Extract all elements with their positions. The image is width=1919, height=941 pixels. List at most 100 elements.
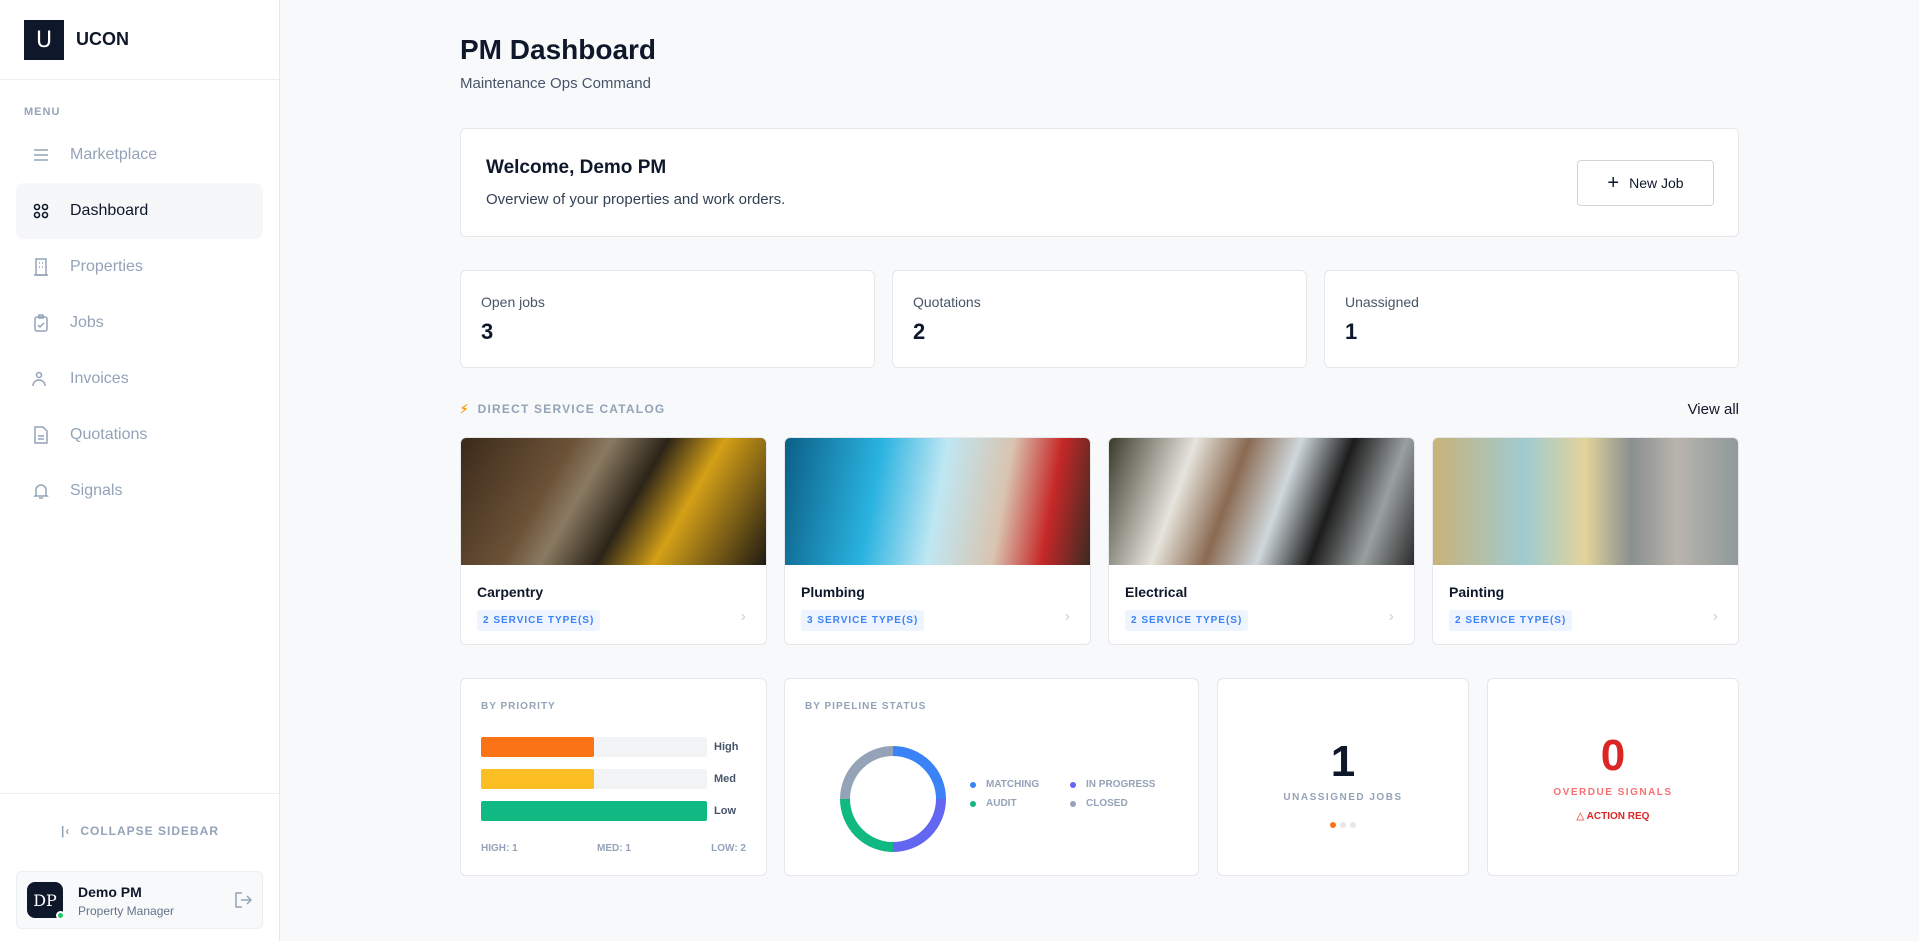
service-type-badge: 2 SERVICE TYPE(S) — [1125, 610, 1249, 631]
logout-icon[interactable] — [234, 891, 253, 914]
unassigned-label: UNASSIGNED JOBS — [1283, 792, 1403, 803]
legend-in-progress: IN PROGRESS — [1070, 779, 1155, 790]
pagination-dots — [1218, 815, 1468, 833]
stat-open-jobs: Open jobs 3 — [460, 270, 875, 368]
priority-bar-label: Low — [714, 805, 736, 817]
file-icon — [32, 426, 50, 444]
sidebar-item-label: Signals — [70, 482, 123, 499]
sidebar-item-jobs[interactable]: Jobs — [16, 295, 263, 351]
sidebar-item-label: Properties — [70, 258, 143, 275]
priority-panel: BY PRIORITY High Med Low HIGH: 1 MED: 1 LO… — [460, 678, 767, 876]
priority-bar-fill — [481, 769, 594, 789]
plus-icon: + — [1607, 171, 1620, 194]
overdue-label: OVERDUE SIGNALS — [1553, 787, 1673, 798]
action-required: △ ACTION REQ — [1488, 811, 1738, 822]
sidebar-item-properties[interactable]: Properties — [16, 239, 263, 295]
donut-segment-in-progress — [892, 798, 946, 852]
legend-closed: CLOSED — [1070, 798, 1128, 809]
priority-bar-low — [481, 801, 707, 821]
collapse-label: COLLAPSE SIDEBAR — [80, 824, 220, 838]
donut-segment-audit — [840, 798, 894, 852]
legend-dot — [1070, 781, 1076, 788]
stat-label: Quotations — [913, 294, 981, 310]
service-type-badge: 3 SERVICE TYPE(S) — [801, 610, 925, 631]
welcome-text: Overview of your properties and work ord… — [486, 191, 786, 208]
priority-bar-med — [481, 769, 707, 789]
user-icon — [32, 370, 50, 388]
legend-label: MATCHING — [986, 779, 1040, 790]
service-card-electrical[interactable]: Electrical 2 SERVICE TYPE(S) › — [1108, 437, 1415, 645]
legend-dot — [970, 800, 976, 807]
lightning-icon: ⚡︎ — [460, 402, 470, 416]
brand-name: UCON — [76, 29, 129, 49]
donut-segment-matching — [892, 746, 946, 800]
user-name: Demo PM — [78, 884, 142, 900]
view-all-link[interactable]: View all — [1687, 401, 1739, 418]
legend-label: CLOSED — [1086, 798, 1128, 809]
bell-icon — [32, 482, 50, 500]
welcome-title: Welcome, Demo PM — [486, 157, 667, 178]
sidebar-item-marketplace[interactable]: Marketplace — [16, 127, 263, 183]
sidebar-item-invoices[interactable]: Invoices — [16, 351, 263, 407]
dot — [1350, 822, 1357, 828]
priority-bar-fill — [481, 737, 594, 757]
sidebar-item-label: Quotations — [70, 426, 148, 443]
chevron-right-icon: › — [740, 608, 746, 625]
legend-label: AUDIT — [986, 798, 1017, 809]
dot — [1340, 822, 1346, 828]
stat-value: 1 — [1345, 319, 1358, 344]
priority-bar-label: Med — [714, 773, 736, 785]
clipboard-check-icon — [32, 314, 50, 332]
pipeline-donut — [840, 746, 946, 852]
unassigned-value: 1 — [1330, 737, 1356, 786]
service-name: Carpentry — [477, 584, 544, 600]
sidebar-item-dashboard[interactable]: Dashboard — [16, 183, 263, 239]
sidebar: U UCON MENU Marketplace Dashboard Proper… — [0, 0, 280, 941]
service-card-plumbing[interactable]: Plumbing 3 SERVICE TYPE(S) › — [784, 437, 1091, 645]
divider — [0, 79, 279, 80]
logo: U — [24, 20, 64, 60]
priority-bar-high — [481, 737, 707, 757]
pipeline-panel: BY PIPELINE STATUS MATCHING IN PROGRESS … — [784, 678, 1199, 876]
new-job-button[interactable]: + New Job — [1577, 160, 1714, 206]
menu-label: MENU — [24, 106, 61, 118]
sidebar-item-label: Dashboard — [70, 202, 149, 219]
sidebar-item-quotations[interactable]: Quotations — [16, 407, 263, 463]
service-card-carpentry[interactable]: Carpentry 2 SERVICE TYPE(S) › — [460, 437, 767, 645]
carpentry-image — [461, 438, 766, 565]
med-count: MED: 1 — [597, 843, 631, 854]
catalog-title: DIRECT SERVICE CATALOG — [477, 402, 666, 416]
service-card-painting[interactable]: Painting 2 SERVICE TYPE(S) › — [1432, 437, 1739, 645]
divider — [0, 793, 279, 794]
service-name: Plumbing — [801, 584, 865, 600]
collapse-sidebar-button[interactable]: |‹ COLLAPSE SIDEBAR — [0, 824, 280, 838]
service-name: Electrical — [1125, 584, 1188, 600]
stat-value: 2 — [913, 319, 926, 344]
stat-label: Unassigned — [1345, 294, 1419, 310]
welcome-card: Welcome, Demo PM Overview of your proper… — [460, 128, 1739, 237]
page-title: PM Dashboard — [460, 34, 657, 65]
legend-dot — [1070, 800, 1076, 807]
sidebar-item-label: Marketplace — [70, 146, 158, 163]
electrical-image — [1109, 438, 1414, 565]
donut-segment-closed — [840, 746, 894, 800]
sidebar-item-label: Jobs — [70, 314, 104, 331]
chevron-right-icon: › — [1064, 608, 1070, 625]
chevron-right-icon: › — [1388, 608, 1394, 625]
overdue-value: 0 — [1600, 731, 1626, 780]
legend-label: IN PROGRESS — [1086, 779, 1156, 790]
catalog-heading: ⚡︎ DIRECT SERVICE CATALOG — [460, 402, 665, 416]
sidebar-item-label: Invoices — [70, 370, 129, 387]
user-card: DP Demo PM Property Manager — [16, 871, 263, 929]
service-name: Painting — [1449, 584, 1505, 600]
overdue-signals-panel: 0 OVERDUE SIGNALS △ ACTION REQ — [1487, 678, 1739, 876]
sidebar-item-signals[interactable]: Signals — [16, 463, 263, 519]
high-count: HIGH: 1 — [481, 843, 518, 854]
building-icon — [32, 258, 50, 276]
page-subtitle: Maintenance Ops Command — [460, 75, 651, 92]
warning-icon: △ — [1576, 811, 1585, 822]
painting-image — [1433, 438, 1738, 565]
collapse-icon: |‹ — [60, 824, 71, 838]
user-role: Property Manager — [78, 904, 175, 918]
priority-bar-fill — [481, 801, 707, 821]
